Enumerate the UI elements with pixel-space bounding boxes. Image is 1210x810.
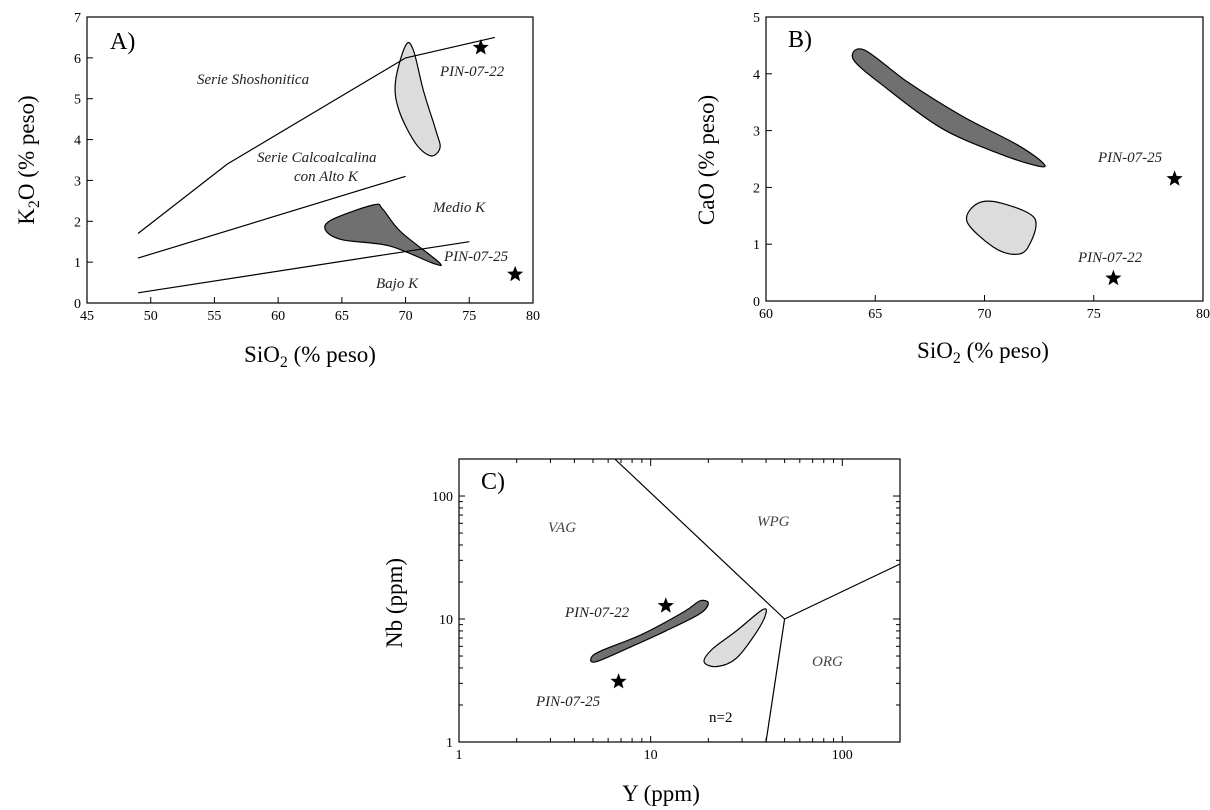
- panel-a-field-label-medium-k: Medio K: [432, 200, 486, 216]
- panel-c-plot-frame: [458, 458, 901, 743]
- panel-c-sample-label-pin-07-22: PIN-07-22: [564, 605, 630, 621]
- sample-star-marker: [657, 597, 674, 613]
- panel-a-sample-label-pin-07-25: PIN-07-25: [443, 249, 509, 265]
- x-tick-label: 70: [399, 309, 413, 324]
- y-tick-label: 2: [753, 181, 760, 196]
- x-tick-label: 65: [335, 309, 349, 324]
- boundary-line: [137, 241, 470, 294]
- x-tick-label: 1: [456, 748, 463, 763]
- x-tick-label: 80: [1196, 307, 1210, 322]
- y-tick-label: 1: [753, 238, 760, 253]
- panel-a-field-label-low-k: Bajo K: [376, 276, 419, 292]
- panel-c-fields: [590, 599, 767, 668]
- x-tick-label: 80: [526, 309, 540, 324]
- y-tick-label: 10: [439, 613, 453, 628]
- y-tick-label: 5: [753, 11, 760, 26]
- compositional-field: [965, 200, 1037, 256]
- compositional-field: [703, 608, 767, 668]
- y-tick-label: 0: [74, 297, 81, 312]
- panel-b-samples: [1105, 170, 1183, 286]
- panel-c-sample-label-pin-07-25: PIN-07-25: [535, 694, 601, 710]
- y-tick-label: 3: [753, 125, 760, 140]
- panel-b-fields: [851, 48, 1046, 256]
- panel-c-ticks: 1 10 100 1 10 100: [432, 458, 901, 763]
- panel-c-field-label-wpg: WPG: [757, 514, 790, 530]
- compositional-field: [324, 203, 442, 267]
- compositional-field: [851, 48, 1046, 168]
- panel-a-samples: [472, 39, 524, 282]
- panel-a-boundaries: [137, 36, 495, 294]
- y-tick-label: 7: [74, 11, 81, 26]
- y-tick-label: 1: [74, 256, 81, 271]
- boundary-line: [614, 458, 786, 620]
- x-tick-label: 65: [868, 307, 882, 322]
- panel-b-sample-label-pin-07-22: PIN-07-22: [1077, 250, 1143, 266]
- y-tick-label: 4: [753, 68, 760, 83]
- y-tick-label: 3: [74, 174, 81, 189]
- panel-c-boundaries: [614, 458, 901, 743]
- panel-b-xlabel: SiO2 (% peso): [917, 338, 1049, 367]
- panel-a-field-label-calcalkaline: Serie Calcoalcalina: [257, 150, 377, 166]
- x-tick-label: 55: [207, 309, 221, 324]
- sample-star-marker: [1166, 170, 1183, 186]
- panel-c-samples: [610, 597, 674, 689]
- y-tick-label: 5: [74, 93, 81, 108]
- x-tick-label: 75: [462, 309, 476, 324]
- y-tick-label: 2: [74, 215, 81, 230]
- panel-a-ylabel: K2O (% peso): [14, 95, 43, 224]
- x-tick-label: 10: [644, 748, 658, 763]
- sample-star-marker: [1105, 269, 1122, 286]
- panel-a-xlabel: SiO2 (% peso): [244, 342, 376, 371]
- y-tick-label: 4: [74, 134, 81, 149]
- sample-star-marker: [472, 39, 489, 55]
- panel-b-sample-label-pin-07-25: PIN-07-25: [1097, 150, 1163, 166]
- boundary-line: [765, 618, 786, 743]
- panel-c-xlabel: Y (ppm): [622, 781, 700, 806]
- y-tick-label: 1: [446, 736, 453, 751]
- x-tick-label: 60: [271, 309, 285, 324]
- compositional-field: [394, 41, 441, 157]
- sample-star-marker: [610, 673, 627, 689]
- panel-c-label: C): [481, 469, 505, 495]
- panel-b-ticks: 60 65 70 75 80 0 1 2 3 4 5: [753, 11, 1210, 322]
- panel-a-label: A): [110, 29, 135, 55]
- sample-star-marker: [507, 265, 524, 282]
- y-tick-label: 6: [74, 52, 81, 67]
- panel-c-chart: 1 10 100 1 10 100 C) VAG WPG ORG n=2 PIN-07-2…: [382, 458, 901, 806]
- panel-a-sample-label-pin-07-22: PIN-07-22: [439, 64, 505, 80]
- panel-c-field-label-vag: VAG: [548, 520, 576, 536]
- y-tick-label: 100: [432, 490, 453, 505]
- panel-b-ylabel: CaO (% peso): [694, 95, 719, 225]
- panel-c-field-label-org: ORG: [812, 654, 843, 670]
- panel-a-plot-frame: [86, 16, 534, 304]
- boundary-line: [137, 36, 495, 234]
- x-tick-label: 100: [832, 748, 853, 763]
- panel-c-ylabel: Nb (ppm): [382, 558, 407, 648]
- x-tick-label: 50: [144, 309, 158, 324]
- y-tick-label: 0: [753, 295, 760, 310]
- x-tick-label: 75: [1087, 307, 1101, 322]
- boundary-line: [784, 563, 901, 620]
- panel-a-field-label-high-k: con Alto K: [294, 169, 359, 185]
- panel-a-field-label-shoshonitic: Serie Shoshonitica: [197, 72, 309, 88]
- x-tick-label: 45: [80, 309, 94, 324]
- panel-c-annotation: n=2: [709, 710, 732, 726]
- panel-b-label: B): [788, 27, 812, 53]
- compositional-field: [590, 599, 709, 663]
- x-tick-label: 60: [759, 307, 773, 322]
- boundary-line: [137, 175, 406, 259]
- x-tick-label: 70: [978, 307, 992, 322]
